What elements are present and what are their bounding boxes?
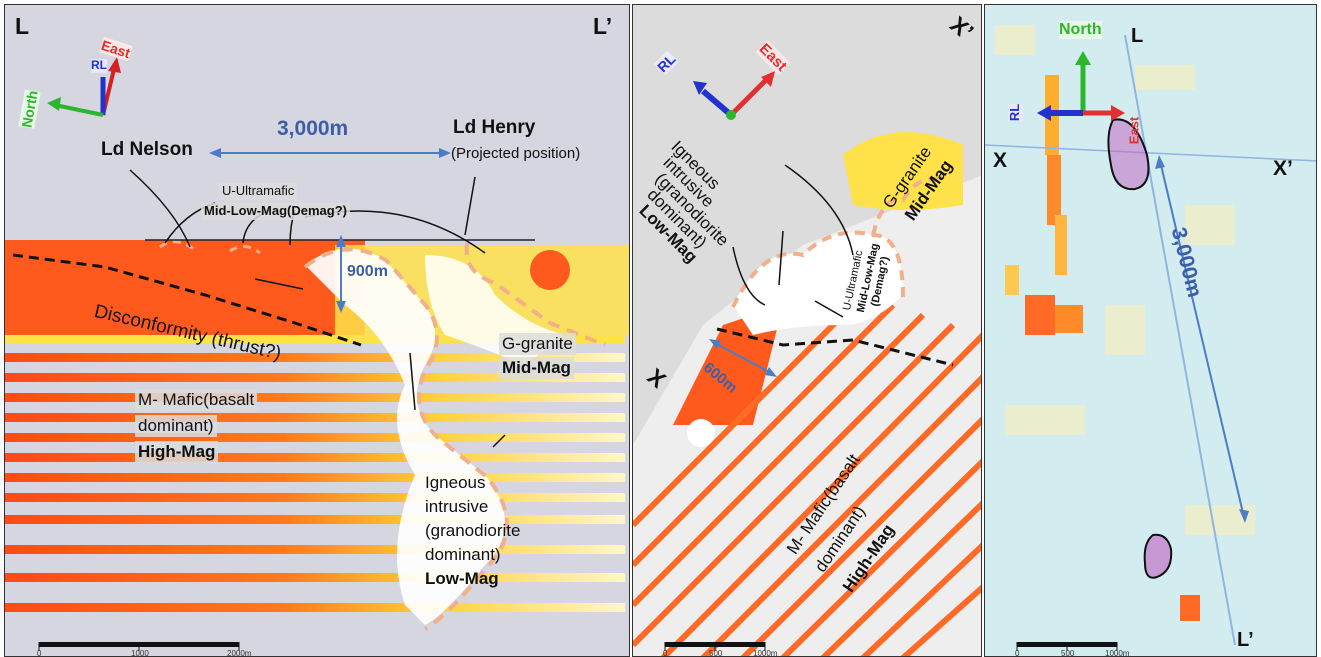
intrusive-body	[305, 248, 505, 626]
igneous-label-line2: intrusive	[425, 497, 489, 516]
mafic-label-line2: dominant)	[135, 415, 217, 437]
corner-label-l-prime: L’	[593, 13, 613, 39]
section-l-map	[5, 5, 629, 656]
mafic-high	[673, 305, 783, 425]
axis-label-rl: RL	[91, 58, 107, 73]
ld-henry-outline	[1143, 533, 1173, 579]
plan-view-panel: North RL East L X X’ 3,000m L’ 0 500 100…	[984, 4, 1317, 657]
scale-bar	[38, 642, 240, 651]
igneous-label-line3: (granodiorite	[425, 521, 521, 540]
section-line-x	[985, 144, 1316, 162]
igneous-label-line4: dominant)	[425, 545, 501, 564]
mag-stripes	[633, 292, 981, 656]
scale-bar	[664, 642, 766, 651]
axis-label-east: East	[1126, 116, 1142, 145]
scale-tick-1: 500	[709, 649, 723, 657]
depth-label: 900m	[347, 263, 388, 280]
ld-henry-note: (Projected position)	[451, 145, 581, 162]
scale-tick-2: 1000m	[1105, 649, 1130, 657]
scale-tick-0: 0	[1015, 649, 1020, 657]
corner-label-l: L	[15, 13, 30, 39]
ld-nelson-outline	[1107, 118, 1150, 191]
granite-label-line2: Mid-Mag	[499, 357, 574, 379]
plan-view-map	[985, 5, 1316, 656]
igneous-label-line1: Igneous	[425, 473, 486, 492]
ld-nelson-label: Ld Nelson	[101, 139, 193, 160]
ultramafic-label-line1: U-Ultramafic	[219, 183, 298, 200]
corner-label-l: L	[1131, 25, 1144, 47]
depth-arrow	[336, 235, 346, 313]
scale-bar	[1016, 642, 1118, 651]
corner-label-l-prime: L’	[1237, 629, 1254, 651]
distance-label: 3,000m	[277, 117, 349, 140]
granite-high	[530, 250, 570, 290]
mafic-label-line1: M- Mafic(basalt	[135, 389, 258, 411]
scale-tick-0: 0	[37, 649, 42, 657]
contact-line	[303, 247, 509, 631]
scale-tick-1: 1000	[131, 649, 149, 657]
orientation-axes	[1037, 51, 1125, 121]
section-x-map	[633, 5, 981, 656]
axis-label-rl: RL	[1007, 103, 1024, 122]
ultramafic-label-line2: Mid-Low-Mag(Demag?)	[201, 203, 350, 220]
disconformity-line	[12, 253, 362, 347]
orientation-axes	[693, 71, 775, 120]
ld-henry-label: Ld Henry	[453, 117, 536, 138]
distance-arrow	[209, 148, 451, 158]
disconformity-line	[716, 327, 954, 367]
section-x-panel: X’ X RL East Igneous intrusive (granodio…	[632, 4, 982, 657]
texture	[995, 25, 1255, 535]
section-label-x: X	[993, 149, 1008, 172]
scale-tick-0: 0	[663, 649, 668, 657]
distance-arrow	[1155, 155, 1249, 523]
scale-tick-2: 2000m	[227, 649, 252, 657]
scale-tick-1: 500	[1061, 649, 1075, 657]
orientation-axes	[47, 57, 121, 117]
distance-arrow	[709, 339, 777, 377]
mag-high-trend	[1005, 75, 1200, 621]
section-line-l	[1124, 34, 1236, 646]
granite-label-line1: G-granite	[499, 333, 576, 355]
pointer-arrows	[732, 164, 854, 318]
section-l-panel: L L’ East RL North 3,000m Ld Nelson Ld H…	[4, 4, 630, 657]
axis-label-north: North	[1059, 21, 1102, 40]
intrusive-pod	[687, 419, 715, 447]
section-label-x-prime: X’	[1273, 157, 1293, 180]
scale-tick-2: 1000m	[753, 649, 778, 657]
igneous-label-line5: Low-Mag	[425, 569, 499, 588]
granite-high	[843, 132, 963, 210]
mafic-label-line3: High-Mag	[135, 441, 219, 463]
